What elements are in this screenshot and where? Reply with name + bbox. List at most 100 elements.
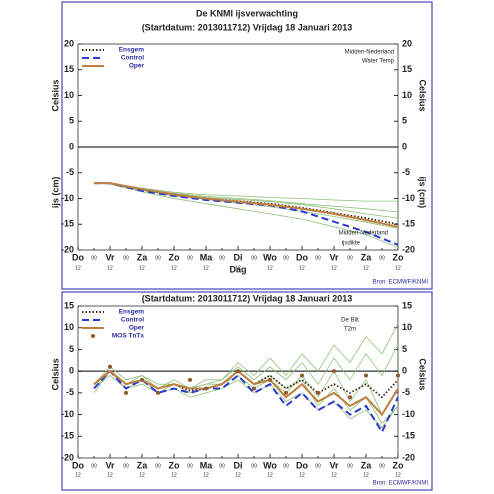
x-tick-label: Di: [234, 252, 243, 262]
chart-subtitle: (Startdatum: 2013011712) Vrijdag 18 Janu…: [142, 22, 353, 32]
y2-tick-label: 10: [402, 90, 412, 100]
mos-marker: [236, 369, 240, 374]
annotation: T2m: [344, 327, 356, 333]
y2-axis-label: Celsius: [418, 79, 428, 111]
y2-tick-label: 20: [402, 38, 412, 48]
x-tick-label: Vr: [329, 252, 339, 262]
x-tick-label: Zo: [169, 460, 180, 470]
y-tick-label: 0: [69, 141, 74, 151]
chart-subtitle: (Startdatum: 2013011712) Vrijdag 18 Janu…: [142, 293, 353, 303]
y2-tick-label: -5: [402, 167, 410, 177]
x-minor-label: 00: [283, 463, 289, 469]
x-sub-label: 12: [235, 265, 241, 271]
ensemble-member: [93, 323, 399, 389]
x-sub-label: 12: [139, 472, 145, 478]
mos-marker: [364, 373, 368, 378]
mos-marker: [284, 390, 288, 395]
x-minor-label: 00: [187, 255, 193, 261]
x-sub-label: 12: [299, 265, 305, 271]
annotation: ijsdikte: [342, 241, 361, 247]
x-sub-label: 12: [171, 265, 177, 271]
x-tick-label: Zo: [393, 252, 404, 262]
chart-title: De KNMI ijsverwachting: [196, 8, 298, 18]
panel-frame: [61, 291, 433, 491]
x-tick-label: Di: [234, 460, 243, 470]
x-sub-label: 12: [107, 472, 113, 478]
x-axis-label: Dag: [229, 264, 246, 274]
mos-marker: [204, 386, 208, 391]
series-line: [93, 369, 399, 417]
ensemble-member: [93, 182, 399, 248]
x-sub-label: 12: [395, 265, 401, 271]
x-tick-label: Zo: [393, 460, 404, 470]
x-minor-label: 00: [379, 255, 385, 261]
legend-label: Control: [121, 55, 144, 62]
y2-tick-label: -10: [402, 193, 415, 203]
x-minor-label: 00: [251, 255, 257, 261]
ensemble-member: [93, 344, 399, 389]
y2-tick-label: -15: [402, 219, 415, 229]
x-minor-label: 00: [251, 463, 257, 469]
x-minor-label: 00: [219, 255, 225, 261]
x-tick-label: Za: [137, 460, 148, 470]
y2-tick-label: 5: [402, 116, 407, 126]
series-line: [94, 182, 399, 228]
y2-tick-label: 5: [402, 344, 407, 354]
series-line: [94, 182, 399, 226]
panel-frame: [61, 1, 433, 290]
annotation: Water Temp: [362, 59, 395, 65]
mos-marker: [300, 373, 304, 378]
y2-axis-label: Celsius: [418, 358, 428, 390]
annotation: De Bilt: [341, 318, 359, 324]
mos-marker: [188, 377, 192, 382]
mos-marker: [332, 369, 336, 374]
y-tick-label: 5: [69, 116, 74, 126]
y2-tick-label: -20: [402, 244, 415, 254]
y-tick-label: 10: [64, 322, 74, 332]
y2-tick-label: 15: [402, 300, 412, 310]
x-sub-label: 12: [331, 472, 337, 478]
legend-label: Oper: [129, 325, 145, 332]
x-tick-label: Vr: [105, 252, 115, 262]
x-minor-label: 00: [91, 255, 97, 261]
x-sub-label: 12: [395, 472, 401, 478]
y2-tick-label: 0: [402, 141, 407, 151]
x-sub-label: 12: [171, 472, 177, 478]
y2-tick-label: -15: [402, 431, 415, 441]
y-tick-label: -15: [61, 219, 74, 229]
x-minor-label: 00: [315, 255, 321, 261]
mos-marker: [316, 390, 320, 395]
x-sub-label: 12: [203, 472, 209, 478]
y-tick-label: 20: [64, 38, 74, 48]
y2-tick-label: -10: [402, 409, 415, 419]
mos-marker: [396, 373, 400, 378]
x-minor-label: 00: [187, 463, 193, 469]
x-sub-label: 12: [331, 265, 337, 271]
mos-marker: [156, 390, 160, 395]
x-tick-label: Vr: [105, 460, 115, 470]
y-tick-label: -5: [66, 387, 74, 397]
x-tick-label: Wo: [263, 460, 277, 470]
ensemble-member: [94, 182, 398, 202]
x-sub-label: 12: [299, 472, 305, 478]
legend-label: Control: [121, 317, 144, 324]
x-minor-label: 00: [155, 255, 161, 261]
y-tick-label: -20: [61, 452, 74, 462]
x-tick-label: Zo: [169, 252, 180, 262]
x-minor-label: 00: [219, 463, 225, 469]
y-tick-label: -10: [61, 193, 74, 203]
x-minor-label: 00: [379, 463, 385, 469]
x-tick-label: Za: [137, 252, 148, 262]
x-tick-label: Za: [361, 460, 372, 470]
y-tick-label: 0: [69, 366, 74, 376]
series-line: [93, 369, 399, 399]
y-axis-label: Celsius: [50, 358, 60, 390]
x-sub-label: 12: [203, 265, 209, 271]
mos-marker: [140, 377, 144, 382]
annotation: Midden-Nederland: [345, 50, 394, 56]
source: Bron: ECMWF/KNMI: [373, 481, 429, 487]
mos-marker: [108, 364, 112, 369]
y-tick-label: 15: [64, 300, 74, 310]
x-tick-label: Wo: [263, 252, 277, 262]
legend-label: Ensgem: [119, 47, 145, 54]
